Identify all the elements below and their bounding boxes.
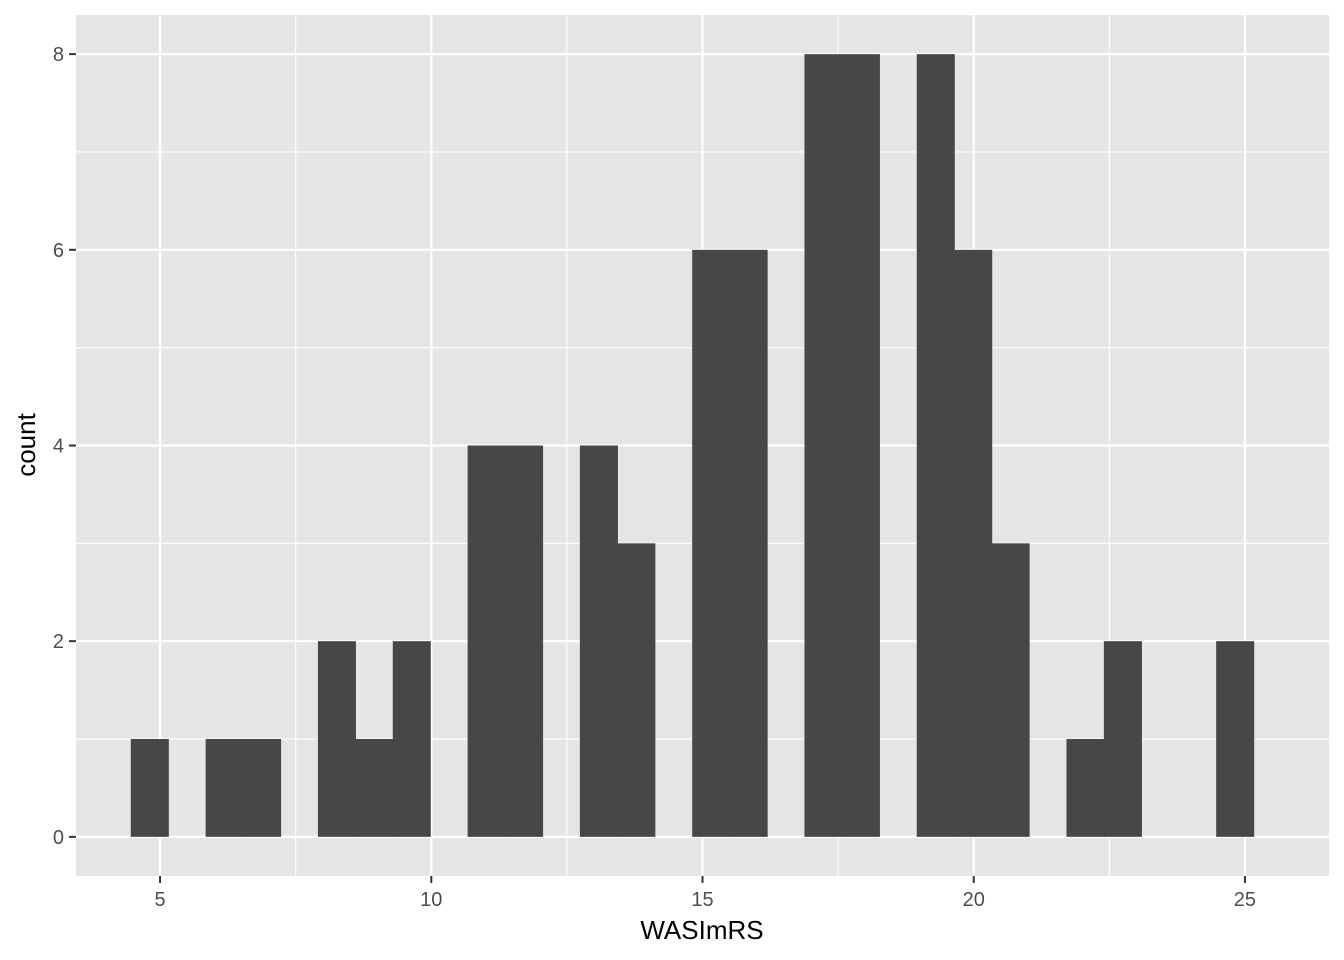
- histogram-bar: [505, 445, 544, 837]
- y-tick-label: 6: [53, 240, 64, 262]
- histogram-bar: [1216, 641, 1255, 837]
- histogram-bar: [205, 739, 244, 837]
- histogram-bar: [617, 543, 656, 837]
- y-axis-title: count: [11, 412, 41, 476]
- x-axis: 5 10 15 20 25: [155, 876, 1256, 911]
- histogram-bar: [991, 543, 1030, 837]
- x-tick-label: 15: [691, 889, 713, 911]
- histogram-bar: [579, 445, 618, 837]
- histogram-bar: [692, 249, 731, 837]
- y-tick-label: 2: [53, 631, 64, 653]
- x-axis-title: WASImRS: [640, 915, 763, 945]
- y-tick-label: 8: [53, 44, 64, 66]
- histogram-bar: [130, 739, 169, 837]
- histogram-bar: [1066, 739, 1105, 837]
- x-tick-label: 10: [420, 889, 442, 911]
- histogram-bar: [355, 739, 394, 837]
- y-tick-label: 0: [53, 827, 64, 849]
- histogram-bar: [729, 249, 768, 837]
- histogram-bar: [317, 641, 356, 837]
- x-tick-label: 5: [155, 889, 166, 911]
- y-tick-label: 4: [53, 436, 64, 458]
- x-tick-label: 20: [963, 889, 985, 911]
- histogram-bar: [392, 641, 431, 837]
- histogram-bars: [130, 54, 1255, 837]
- x-tick-label: 25: [1234, 889, 1256, 911]
- histogram-bar: [954, 249, 993, 837]
- y-axis: 0 2 4 6 8: [53, 44, 76, 849]
- histogram-bar: [1103, 641, 1142, 837]
- histogram-bar: [804, 54, 843, 837]
- histogram-bar: [243, 739, 282, 837]
- histogram-bar: [467, 445, 506, 837]
- histogram-bar: [916, 54, 955, 837]
- histogram-bar: [841, 54, 880, 837]
